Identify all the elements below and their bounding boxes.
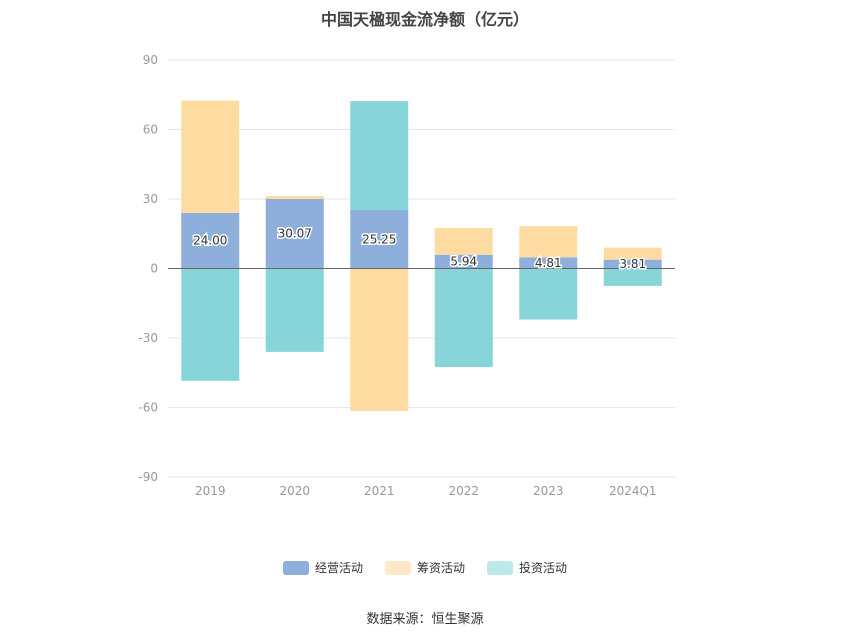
bar-financing-2024Q1 <box>603 247 662 260</box>
bar-financing-2023 <box>519 226 578 258</box>
bar-investing-2024Q1 <box>603 268 662 286</box>
legend-label-financing: 筹资活动 <box>416 561 465 575</box>
y-tick-label--60: -60 <box>138 401 158 415</box>
bar-operating-2024Q1 <box>603 259 662 269</box>
data-label-2024Q1: 3.81 <box>619 257 646 271</box>
legend: 经营活动 筹资活动 投资活动 <box>0 559 850 576</box>
y-tick-label--30: -30 <box>138 331 158 345</box>
y-tick-label--90: -90 <box>138 470 158 484</box>
bar-investing-2020 <box>265 268 324 352</box>
legend-swatch-financing <box>384 560 411 575</box>
bar-financing-2022 <box>434 228 493 255</box>
bar-investing-2023 <box>519 268 578 320</box>
legend-swatch-investing <box>487 560 513 575</box>
y-tick-label-60: 60 <box>143 123 158 137</box>
legend-item-financing[interactable]: 筹资活动 <box>384 559 465 576</box>
grid-lines <box>168 59 675 478</box>
bar-operating-2019 <box>181 212 240 269</box>
bar-operating-2021 <box>350 210 409 269</box>
legend-label-investing: 投资活动 <box>519 561 568 575</box>
data-label-2022: 5.94 <box>450 255 477 269</box>
legend-item-operating[interactable]: 经营活动 <box>282 559 363 576</box>
bar-operating-2022 <box>434 254 493 269</box>
bar-operating-2023 <box>519 257 578 269</box>
x-tick-label-2021: 2021 <box>364 484 395 498</box>
legend-item-investing[interactable]: 投资活动 <box>487 559 567 576</box>
bar-investing-2019 <box>181 268 240 381</box>
bars <box>181 100 662 411</box>
x-tick-label-2024Q1: 2024Q1 <box>609 484 657 498</box>
chart-title: 中国天楹现金流净额（亿元） <box>320 10 529 29</box>
data-label-2020: 30.07 <box>278 227 312 241</box>
bar-investing-2021 <box>350 101 409 211</box>
bar-investing-2022 <box>434 268 493 367</box>
legend-label-operating: 经营活动 <box>314 561 363 575</box>
bar-financing-2020 <box>265 196 324 199</box>
legend-swatch-operating <box>282 560 309 575</box>
y-tick-label-0: 0 <box>150 262 158 276</box>
x-tick-label-2020: 2020 <box>279 484 310 498</box>
bar-operating-2020 <box>265 198 324 269</box>
data-label-2021: 25.25 <box>362 232 396 246</box>
bar-financing-2021 <box>350 268 409 411</box>
data-label-2023: 4.81 <box>535 256 562 270</box>
data-source: 数据来源：恒生聚源 <box>366 612 484 627</box>
x-tick-label-2019: 2019 <box>195 484 226 498</box>
x-tick-label-2022: 2022 <box>448 484 479 498</box>
y-tick-label-30: 30 <box>143 192 158 206</box>
y-axis: 90 60 30 0 -30 -60 -90 <box>138 53 158 484</box>
y-tick-label-90: 90 <box>143 53 158 67</box>
x-axis: 2019 2020 2021 2022 2023 2024Q1 <box>195 484 657 498</box>
data-labels: 24.00 30.07 25.25 5.94 4.81 3.81 <box>192 225 648 272</box>
data-label-2019: 24.00 <box>193 234 227 248</box>
bar-financing-2019 <box>181 100 240 213</box>
x-tick-label-2023: 2023 <box>533 484 564 498</box>
